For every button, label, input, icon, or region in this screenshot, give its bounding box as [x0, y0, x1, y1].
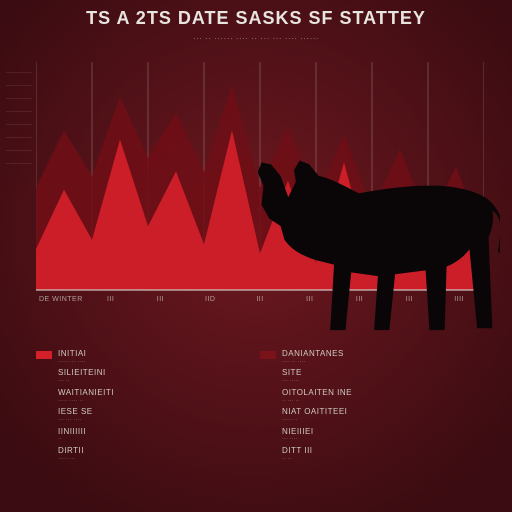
legend: INITIAI····· ··· ····SILIEITEINI··· ··WA… [36, 350, 484, 462]
legend-item: DITT III·· ·· [260, 447, 484, 462]
legend-label: DANIANTANES [282, 350, 344, 359]
legend-label: OITOLAITEN INE [282, 389, 352, 398]
legend-label: SITE [282, 369, 302, 378]
y-axis-ticks [6, 64, 32, 164]
page-title: TS A 2TS DATE SASKS SF STATTEY [0, 8, 512, 29]
chart-svg [36, 62, 484, 292]
legend-sublabel: ····· ··· [58, 456, 84, 463]
legend-swatch [36, 351, 52, 359]
legend-label: WAITIANIEITI [58, 389, 114, 398]
legend-item: DANIANTANES···· ·· ···· [260, 350, 484, 365]
x-tick-label: IID [185, 296, 235, 303]
legend-sublabel: ····· ··· ···· [58, 359, 86, 366]
legend-label: NIEIIIEI [282, 428, 314, 437]
legend-label: DIRTII [58, 447, 84, 456]
legend-item: OITOLAITEN INE·· ··· ·· [260, 389, 484, 404]
legend-label: IESE SE [58, 408, 93, 417]
x-tick-label: III [136, 296, 186, 303]
area-chart [36, 62, 484, 297]
legend-label: SILIEITEINI [58, 369, 106, 378]
x-tick-label: III [285, 296, 335, 303]
legend-item: IESE SE··· ··· ···· [36, 408, 260, 423]
x-tick-label: III [86, 296, 136, 303]
legend-item: NIEIIIEI··· ···· [260, 428, 484, 443]
legend-label: INITIAI [58, 350, 86, 359]
legend-item: NIAT OAITITEEI····· ·· [260, 408, 484, 423]
legend-item: SILIEITEINI··· ·· [36, 369, 260, 384]
legend-sublabel: ··· ····· [282, 378, 302, 385]
legend-sublabel: ·· ·· [282, 456, 313, 463]
legend-sublabel: ····· ···· ·· [58, 398, 114, 405]
legend-sublabel: ····· ·· [282, 417, 347, 424]
legend-sublabel: ·· [58, 436, 86, 443]
legend-swatch [260, 351, 276, 359]
legend-column: INITIAI····· ··· ····SILIEITEINI··· ··WA… [36, 350, 260, 462]
legend-sublabel: ··· ·· [58, 378, 106, 385]
legend-item: WAITIANIEITI····· ···· ·· [36, 389, 260, 404]
legend-sublabel: ·· ··· ·· [282, 398, 352, 405]
x-tick-label: III [335, 296, 385, 303]
x-tick-label: IIII [434, 296, 484, 303]
x-tick-label: III [384, 296, 434, 303]
x-tick-label: DE WINTER [36, 296, 86, 303]
page-subtitle: ··· ·· ······ ···· ·· ··· ··· ···· ·····… [0, 34, 512, 43]
legend-label: DITT III [282, 447, 313, 456]
legend-sublabel: ···· ·· ···· [282, 359, 344, 366]
legend-label: NIAT OAITITEEI [282, 408, 347, 417]
x-axis-labels: DE WINTERIIIIIIIIDIIIIIIIIIIIIIIII [36, 296, 484, 303]
legend-column: DANIANTANES···· ·· ···· SITE··· ····· OITO… [260, 350, 484, 462]
legend-item: DIRTII····· ··· [36, 447, 260, 462]
x-tick-label: III [235, 296, 285, 303]
legend-sublabel: ··· ···· [282, 436, 314, 443]
legend-sublabel: ··· ··· ···· [58, 417, 93, 424]
legend-item: IINIIIIII·· [36, 428, 260, 443]
legend-label: IINIIIIII [58, 428, 86, 437]
legend-item: SITE··· ····· [260, 369, 484, 384]
legend-item: INITIAI····· ··· ···· [36, 350, 260, 365]
